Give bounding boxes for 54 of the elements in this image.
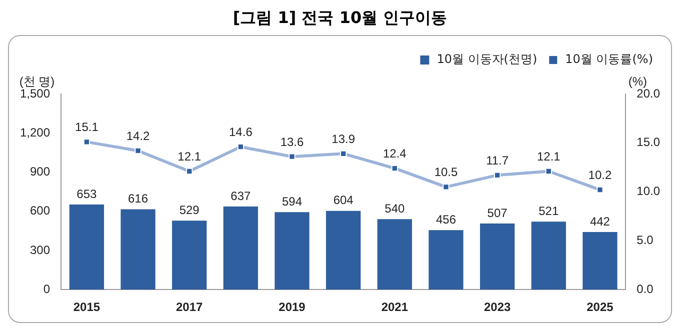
x-tick-label: 2017 [176,300,204,314]
bar [326,210,361,290]
data-label: 604 [333,193,354,208]
bar [69,204,104,290]
data-label: 13.6 [280,134,304,149]
y2-axis-title: (%) [628,74,647,88]
data-label: 12.4 [382,146,407,161]
data-label: 442 [590,214,610,228]
data-label: 10.2 [588,168,612,182]
data-label: 637 [230,188,252,203]
data-label: 12.1 [178,150,202,164]
y2-tick-label: 10.0 [636,184,660,198]
y-tick-label: 600 [30,204,50,218]
y-tick-label: 900 [30,164,50,179]
y-axis-title: (천 명) [19,74,55,88]
bar [582,232,618,290]
data-label: 521 [538,204,559,218]
data-label: 14.2 [126,129,150,144]
bar [428,230,464,290]
data-label: 653 [76,186,98,201]
chart-title: [그림 1] 전국 10월 인구이동 [232,8,448,29]
data-label: 594 [282,194,302,208]
data-label: 616 [128,192,148,206]
data-label: 507 [487,206,508,220]
y2-tick-label: 15.0 [636,135,660,150]
data-label: 13.9 [332,132,356,146]
data-label: 529 [179,202,200,217]
y2-tick-label: 5.0 [636,233,654,248]
data-label: 456 [436,212,456,226]
x-tick-label: 2023 [484,300,511,314]
bar [172,220,207,290]
bar [223,206,258,290]
bar [377,219,412,290]
y-tick-label: 0 [43,282,50,296]
data-label: 12.1 [536,150,561,164]
y-tick-label: 1,200 [20,125,50,140]
y2-tick-label: 0.0 [636,282,654,296]
y2-tick-label: 20.0 [636,86,660,100]
legend-label: 10월 이동자(천명) [436,52,538,66]
x-tick-label: 2019 [278,300,306,314]
data-label: 15.1 [75,120,99,134]
legend-label: 10월 이동률(%) [565,52,654,66]
data-label: 10.5 [434,165,458,180]
data-label: 11.7 [486,153,509,168]
x-tick-label: 2021 [381,300,408,314]
data-label: 14.6 [229,125,253,140]
bar [531,222,566,290]
data-label: 540 [384,201,405,216]
x-tick-label: 2015 [73,300,100,314]
bar [480,223,515,290]
bar [274,212,310,290]
x-tick-label: 2025 [586,300,614,314]
y-tick-label: 300 [30,242,50,257]
bar [120,209,156,290]
